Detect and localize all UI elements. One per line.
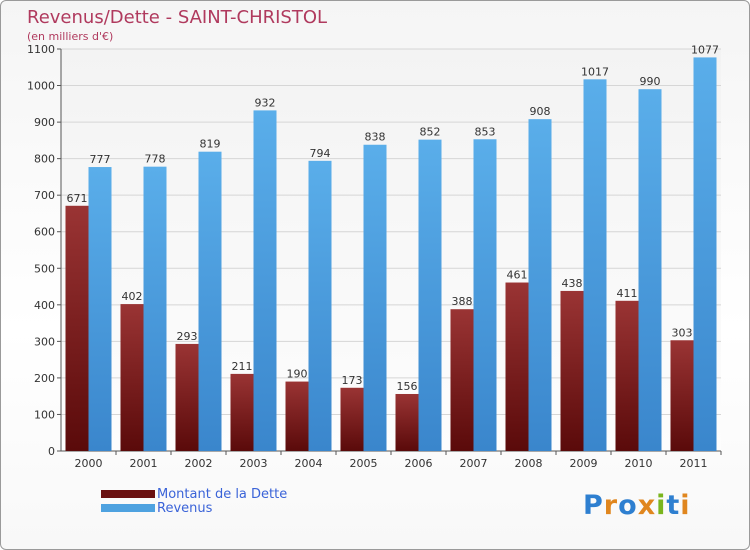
bar-revenue-2000: [88, 167, 112, 452]
legend-swatch-debt: [101, 490, 155, 498]
data-label-debt: 402: [122, 290, 143, 303]
bar-revenue-2010: [638, 89, 662, 451]
x-tick-label: 2003: [240, 457, 268, 470]
logo-letter: o: [618, 490, 638, 521]
data-label-revenue: 990: [640, 75, 661, 88]
logo-letter: x: [637, 490, 657, 521]
data-label-revenue: 1077: [691, 43, 719, 56]
data-label-debt: 671: [67, 192, 88, 205]
y-tick-label: 500: [34, 262, 55, 275]
data-label-revenue: 838: [365, 131, 386, 144]
data-label-debt: 388: [452, 295, 473, 308]
data-label-debt: 173: [342, 374, 363, 387]
bar-revenue-2008: [528, 119, 552, 452]
bar-debt-2001: [120, 304, 144, 451]
bar-debt-2007: [450, 309, 474, 451]
data-label-debt: 461: [507, 269, 528, 282]
bar-revenue-2011: [693, 57, 717, 451]
bar-revenue-2003: [253, 110, 277, 451]
bar-debt-2008: [505, 282, 529, 451]
data-label-revenue: 853: [475, 125, 496, 138]
plot-area: [61, 49, 721, 451]
x-tick-label: 2005: [350, 457, 378, 470]
data-label-debt: 411: [617, 287, 638, 300]
logo-letter: t: [666, 490, 681, 521]
y-tick-label: 100: [34, 408, 55, 421]
y-tick-label: 300: [34, 335, 55, 348]
y-tick-label: 0: [48, 445, 55, 458]
x-tick-label: 2010: [625, 457, 653, 470]
data-label-revenue: 908: [530, 105, 551, 118]
data-label-revenue: 777: [90, 153, 111, 166]
data-label-debt: 211: [232, 360, 253, 373]
data-label-revenue: 794: [310, 147, 331, 160]
data-label-debt: 303: [672, 326, 693, 339]
legend-item-debt: Montant de la Dette: [101, 486, 288, 502]
x-tick-label: 2004: [295, 457, 323, 470]
logo-letter: r: [603, 490, 619, 521]
bar-revenue-2004: [308, 160, 332, 451]
x-tick-label: 2002: [185, 457, 213, 470]
x-tick-label: 2011: [680, 457, 708, 470]
data-label-revenue: 819: [200, 138, 221, 151]
bar-revenue-2001: [143, 166, 167, 451]
y-tick-label: 800: [34, 153, 55, 166]
data-label-debt: 293: [177, 330, 198, 343]
x-tick-label: 2009: [570, 457, 598, 470]
logo-letter: i: [656, 490, 667, 521]
x-tick-label: 2006: [405, 457, 433, 470]
y-tick-label: 700: [34, 189, 55, 202]
y-tick-label: 900: [34, 116, 55, 129]
x-tick-label: 2008: [515, 457, 543, 470]
y-tick-label: 400: [34, 299, 55, 312]
y-tick-label: 200: [34, 372, 55, 385]
data-label-revenue: 932: [255, 96, 276, 109]
legend-label-debt: Montant de la Dette: [157, 486, 288, 502]
y-tick-label: 1100: [27, 43, 55, 56]
bar-revenue-2002: [198, 151, 222, 451]
bar-revenue-2005: [363, 144, 387, 451]
data-label-debt: 190: [287, 368, 308, 381]
y-tick-label: 600: [34, 226, 55, 239]
legend-swatch-revenue: [101, 504, 155, 512]
proxiti-logo: Proxiti: [583, 490, 691, 521]
bar-debt-2002: [175, 343, 199, 451]
x-tick-label: 2000: [75, 457, 103, 470]
y-tick-label: 1000: [27, 80, 55, 93]
chart-legend: Montant de la Dette Revenus: [101, 486, 288, 516]
data-label-debt: 156: [397, 380, 418, 393]
data-label-revenue: 1017: [581, 65, 609, 78]
legend-item-revenue: Revenus: [101, 500, 287, 516]
bar-debt-2011: [670, 340, 694, 451]
bar-debt-2004: [285, 381, 309, 451]
chart-subtitle: (en milliers d'€): [27, 30, 114, 43]
bar-revenue-2006: [418, 139, 442, 451]
bar-debt-2005: [340, 387, 364, 451]
legend-label-revenue: Revenus: [157, 500, 213, 516]
data-label-debt: 438: [562, 277, 583, 290]
x-tick-label: 2001: [130, 457, 158, 470]
bar-debt-2000: [65, 205, 89, 451]
data-label-revenue: 852: [420, 126, 441, 139]
x-tick-label: 2007: [460, 457, 488, 470]
bar-debt-2010: [615, 300, 639, 451]
data-label-revenue: 778: [145, 153, 166, 166]
logo-letter: i: [680, 490, 691, 521]
bar-revenue-2009: [583, 79, 607, 451]
logo-letter: P: [583, 490, 604, 521]
bar-debt-2003: [230, 373, 254, 451]
bar-debt-2009: [560, 290, 584, 451]
chart-title: Revenus/Dette - SAINT-CHRISTOL: [27, 7, 328, 28]
bar-debt-2006: [395, 393, 419, 451]
bar-revenue-2007: [473, 139, 497, 451]
